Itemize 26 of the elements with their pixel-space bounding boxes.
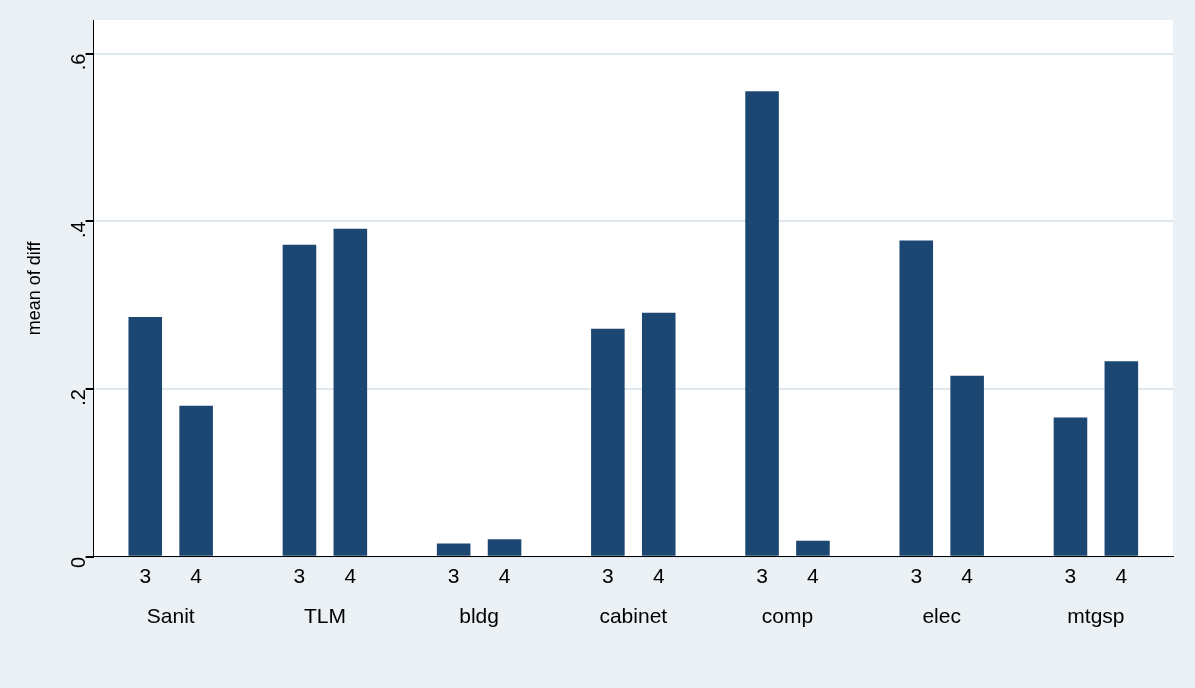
text: 4 bbox=[652, 564, 665, 588]
text: 3 bbox=[1064, 564, 1077, 588]
text: 4 bbox=[961, 564, 973, 588]
text: 3 bbox=[756, 564, 768, 588]
x-tick-label: TLM bbox=[303, 604, 346, 628]
series-label: 3 bbox=[139, 564, 152, 588]
x-tick-label: Sanit bbox=[146, 604, 195, 628]
x-tick-label: elec bbox=[922, 604, 961, 628]
x-tick-label: cabinet bbox=[599, 604, 668, 628]
text: 4 bbox=[807, 564, 819, 588]
text: 4 bbox=[1115, 564, 1128, 588]
x-tick-label: comp bbox=[761, 604, 814, 628]
text: 3 bbox=[293, 564, 306, 588]
y-axis-title: mean of diff bbox=[23, 240, 44, 336]
text: 3 bbox=[447, 564, 460, 588]
text: 4 bbox=[498, 564, 511, 588]
text: 3 bbox=[910, 564, 923, 588]
text: 4 bbox=[344, 564, 357, 588]
series-label: 4 bbox=[190, 564, 203, 588]
x-tick-label: mtgsp bbox=[1067, 604, 1125, 628]
y-tick-label: .4 bbox=[67, 221, 90, 238]
text: 3 bbox=[602, 564, 614, 588]
y-tick-label: .6 bbox=[67, 53, 90, 71]
x-tick-label: bldg bbox=[459, 604, 499, 628]
y-tick-label: 0 bbox=[67, 556, 90, 568]
y-tick-label: .2 bbox=[67, 389, 90, 406]
